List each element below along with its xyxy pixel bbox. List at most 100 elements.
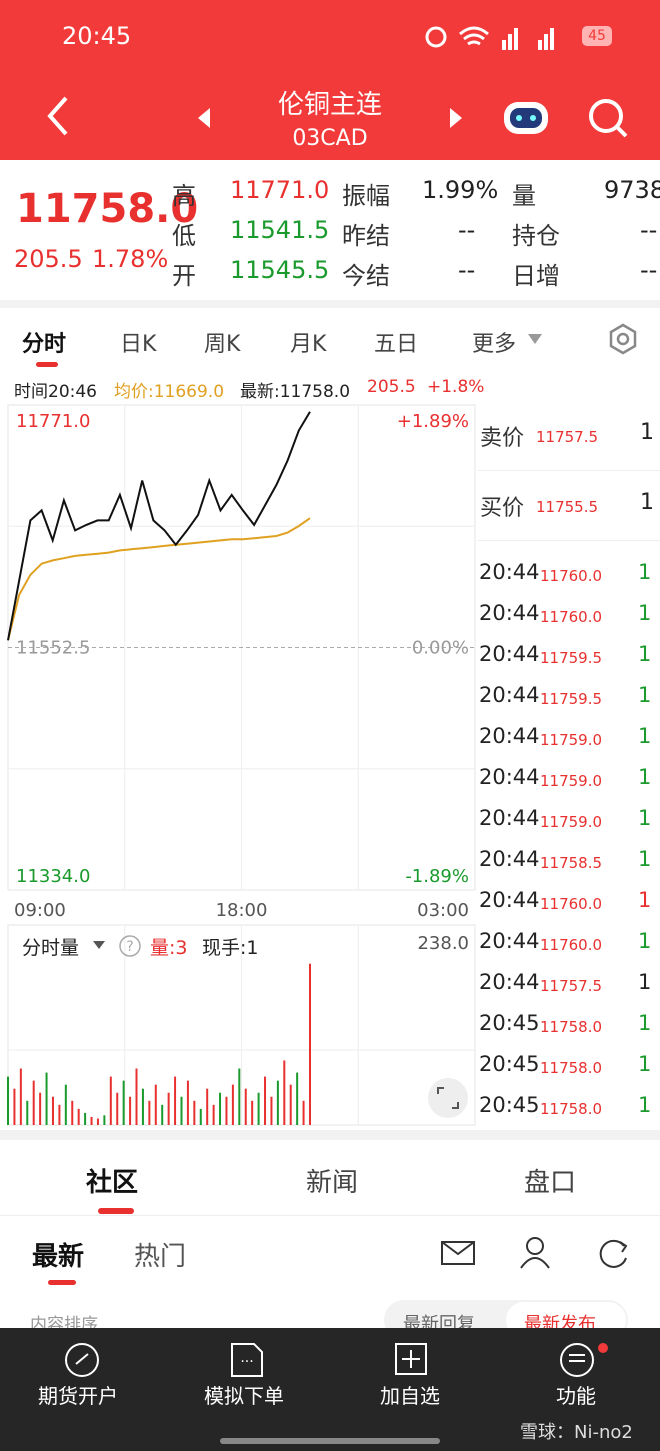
trade-qty: 1	[638, 724, 652, 748]
volume-bar	[45, 1072, 48, 1125]
book-qty: 1	[640, 420, 654, 445]
nav-item[interactable]: 功能	[556, 1384, 596, 1408]
status-time: 20:45	[62, 22, 132, 50]
trade-price: 11759.5	[540, 690, 603, 708]
section-tab[interactable]: 新闻	[306, 1168, 359, 1198]
volume-bar	[276, 1080, 279, 1125]
svg-text:···: ···	[240, 1354, 253, 1370]
volume-bar	[219, 1092, 222, 1125]
trade-price: 11758.0	[540, 1100, 603, 1118]
volume-bar	[283, 1060, 286, 1125]
header-bg	[0, 0, 660, 160]
trade-time: 20:44	[479, 601, 540, 625]
trade-time: 20:44	[479, 765, 540, 789]
quote-value: --	[458, 256, 476, 284]
tab[interactable]: 更多	[472, 332, 517, 357]
home-indicator	[220, 1438, 440, 1444]
dropdown-icon	[93, 941, 105, 949]
volume-bar	[264, 1076, 267, 1125]
volume-bar	[141, 1088, 144, 1125]
volume-bar	[77, 1108, 80, 1125]
volume-bar	[96, 1118, 99, 1125]
settings-button[interactable]	[606, 322, 640, 356]
fullscreen-button[interactable]	[426, 1076, 470, 1120]
x-tick-label: 03:00	[417, 900, 469, 921]
volume-bar	[193, 1100, 196, 1125]
next-button[interactable]	[446, 106, 466, 130]
sub-indicator	[48, 1280, 76, 1285]
book-label: 买价	[480, 496, 525, 521]
trade-time: 20:44	[479, 560, 540, 584]
volume-bar	[167, 1092, 170, 1125]
series-line	[7, 517, 311, 641]
prev-button[interactable]	[194, 106, 214, 130]
section-indicator	[98, 1208, 134, 1214]
trade-time: 20:44	[479, 929, 540, 953]
volume-bar	[212, 1104, 215, 1125]
trade-qty: 1	[638, 929, 652, 953]
volume-title[interactable]: 分时量	[22, 937, 80, 959]
header-title: 伦铜主连	[277, 90, 382, 120]
nav-item[interactable]: 加自选	[380, 1384, 440, 1408]
trade-time: 20:44	[479, 683, 540, 707]
volume-bar	[296, 1072, 299, 1125]
volume-bar	[186, 1080, 189, 1125]
trade-qty: 1	[638, 888, 652, 912]
trade-price: 11758.0	[540, 1018, 603, 1036]
quote-label: 高	[172, 182, 196, 210]
section-tab[interactable]: 社区	[86, 1168, 139, 1198]
nav-item[interactable]: 模拟下单	[204, 1384, 284, 1408]
trade-price: 11759.0	[540, 731, 603, 749]
volume-bar	[103, 1115, 106, 1125]
tab-indicator	[36, 362, 58, 367]
tab[interactable]: 日K	[120, 332, 157, 357]
quote-label: 昨结	[342, 222, 390, 250]
info-avg: 均价:11669.0	[114, 382, 225, 402]
y-tick-label: 11334.0	[16, 866, 90, 887]
info-change: 205.5	[367, 377, 416, 397]
quote-label: 今结	[342, 262, 390, 290]
volume-bar	[289, 1084, 292, 1125]
volume-bar	[90, 1116, 93, 1125]
volume-bar	[116, 1092, 119, 1125]
section-tab[interactable]: 盘口	[524, 1168, 577, 1198]
volume-bar	[84, 1112, 87, 1125]
trade-qty: 1	[638, 765, 652, 789]
trade-time: 20:44	[479, 888, 540, 912]
back-button[interactable]	[40, 92, 80, 142]
trade-qty: 1	[638, 970, 652, 994]
y2-tick-label: 0.00%	[412, 638, 469, 659]
robot-button[interactable]	[500, 94, 552, 140]
volume-bar	[199, 1108, 202, 1125]
change-pct: 1.78%	[92, 245, 169, 273]
volume-bar	[71, 1100, 74, 1125]
help-icon[interactable]: ?	[118, 934, 142, 958]
sub-tab[interactable]: 最新	[32, 1242, 85, 1272]
book-divider	[478, 540, 660, 541]
header-code: 03CAD	[292, 126, 368, 151]
tab[interactable]: 分时	[22, 332, 67, 357]
trade-time: 20:44	[479, 806, 540, 830]
trade-price: 11760.0	[540, 895, 603, 913]
tab[interactable]: 月K	[290, 332, 327, 357]
volume-bar	[32, 1080, 35, 1125]
sub-tab[interactable]: 热门	[134, 1242, 187, 1272]
dropdown-icon	[528, 334, 542, 344]
trade-time: 20:45	[479, 1011, 540, 1035]
trade-qty: 1	[638, 560, 652, 584]
book-price: 11757.5	[536, 428, 599, 446]
toolbar-icons[interactable]	[438, 1234, 638, 1274]
volume-bar	[135, 1068, 138, 1125]
trade-qty: 1	[638, 847, 652, 871]
tab[interactable]: 周K	[204, 332, 241, 357]
quote-value: --	[458, 216, 476, 244]
volume-bar	[302, 1100, 305, 1125]
volume-bar	[148, 1100, 151, 1125]
nav-icons: ···	[65, 1343, 608, 1377]
trade-price: 11759.0	[540, 772, 603, 790]
nav-item[interactable]: 期货开户	[38, 1384, 118, 1408]
search-button[interactable]	[586, 96, 630, 140]
quote-label: 开	[172, 262, 196, 290]
tab[interactable]: 五日	[374, 332, 419, 357]
